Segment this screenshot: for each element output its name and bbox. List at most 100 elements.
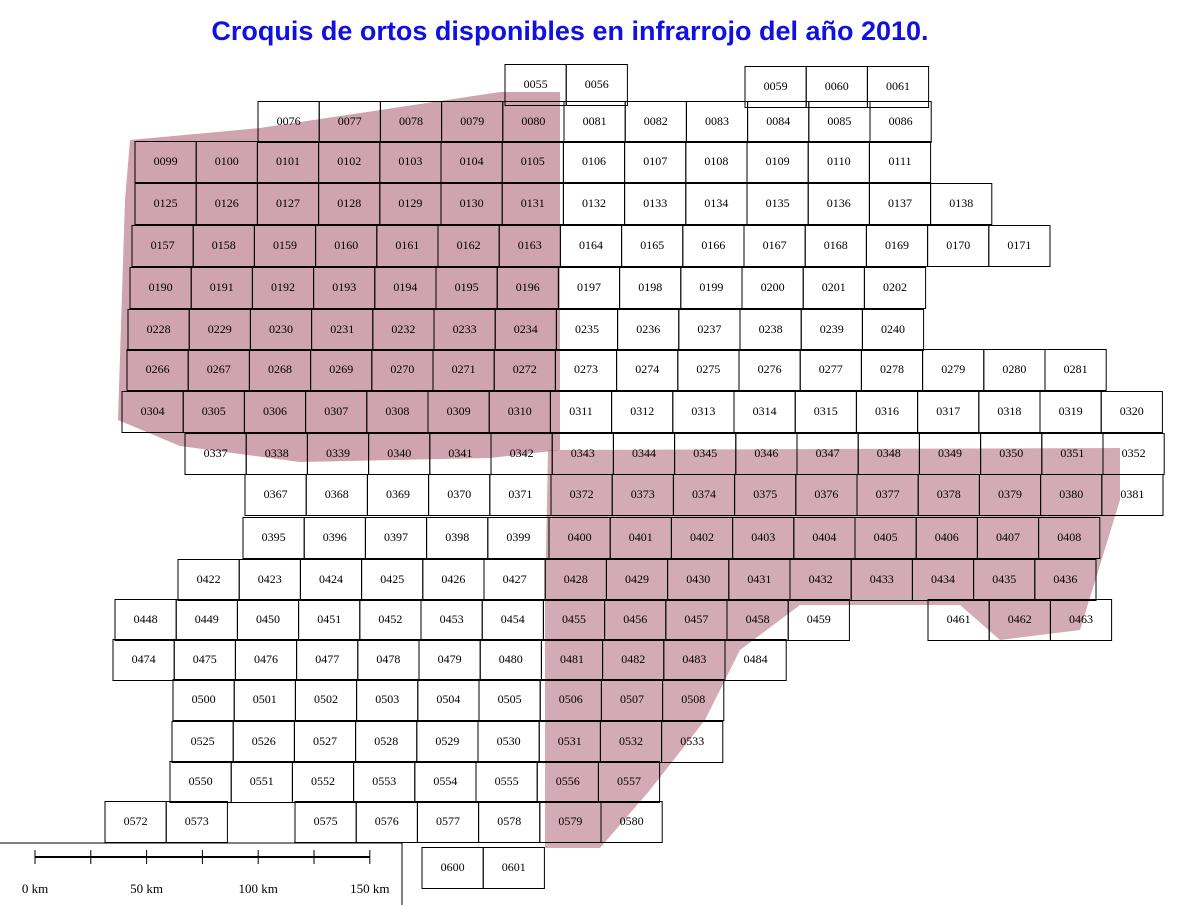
- sheet-label: 0194: [393, 280, 417, 294]
- sheet: [1101, 474, 1164, 516]
- sheet-label: 0104: [460, 154, 484, 168]
- sheet-label: 0455: [562, 612, 586, 626]
- sheet-label: 0158: [212, 238, 236, 252]
- sheet-label: 0529: [435, 734, 459, 748]
- sheet-label: 0553: [372, 774, 396, 788]
- sheet-label: 0397: [384, 530, 408, 544]
- sheet-label: 0401: [629, 530, 653, 544]
- scale-label: 100 km: [239, 881, 278, 896]
- imagery-southeast: [545, 448, 1120, 848]
- sheet-label: 0312: [630, 404, 654, 418]
- sheet-label: 0530: [497, 734, 521, 748]
- sheet-label: 0528: [374, 734, 398, 748]
- sheet-label: 0167: [763, 238, 787, 252]
- sheet-label: 0422: [197, 572, 221, 586]
- sheet: [863, 267, 927, 309]
- sheet-label: 0453: [440, 612, 464, 626]
- sheet-label: 0371: [508, 487, 532, 501]
- sheet-label: 0197: [577, 280, 601, 294]
- sheet-label: 0342: [510, 446, 534, 460]
- scale-bar: 0 km 50 km 100 km 150 km: [0, 842, 403, 905]
- sheet-label: 0195: [455, 280, 479, 294]
- sheet-label: 0381: [1120, 487, 1144, 501]
- sheet-label: 0305: [202, 404, 226, 418]
- sheet-label: 0101: [276, 154, 300, 168]
- sheet-label: 0056: [585, 77, 609, 91]
- sheet-label: 0525: [191, 734, 215, 748]
- sheet-label: 0505: [498, 692, 522, 706]
- sheet-label: 0129: [398, 196, 422, 210]
- scale-label: 50 km: [130, 881, 163, 896]
- sheet-label: 0483: [682, 652, 706, 666]
- sheet-label: 0456: [623, 612, 647, 626]
- sheet-label: 0275: [696, 362, 720, 376]
- sheet: [1044, 349, 1107, 391]
- sheet-label: 0405: [874, 530, 898, 544]
- sheet-label: 0500: [192, 692, 216, 706]
- sheet-label: 0573: [185, 814, 209, 828]
- sheet-label: 0407: [996, 530, 1020, 544]
- sheet-label: 0314: [753, 404, 777, 418]
- sheet-label: 0448: [134, 612, 158, 626]
- sheet-label: 0459: [807, 612, 831, 626]
- sheet-label: 0164: [579, 238, 603, 252]
- sheet-label: 0162: [457, 238, 481, 252]
- sheet-label: 0578: [497, 814, 521, 828]
- sheet-label: 0347: [816, 446, 840, 460]
- sheet-label: 0169: [885, 238, 909, 252]
- sheet-label: 0344: [632, 446, 656, 460]
- sheet: [662, 679, 725, 721]
- sheet-label: 0191: [210, 280, 234, 294]
- sheet-label: 0576: [375, 814, 399, 828]
- sheet-grid: 0055 0056 0059 0060 0061 0076 0077 0078 0079 0080…: [104, 64, 1165, 889]
- sheet-label: 0527: [313, 734, 337, 748]
- sheet-label: 0351: [1060, 446, 1084, 460]
- sheet-label: 0429: [625, 572, 649, 586]
- sheet-label: 0352: [1122, 446, 1146, 460]
- sheet-label: 0078: [399, 114, 423, 128]
- sheet-label: 0479: [438, 652, 462, 666]
- sheet-label: 0436: [1053, 572, 1077, 586]
- sheet-label: 0108: [704, 154, 728, 168]
- sheet: [930, 183, 993, 225]
- imagery-west: [118, 92, 560, 462]
- sheet-label: 0474: [132, 652, 156, 666]
- sheet-label: 0137: [888, 196, 912, 210]
- sheet-label: 0232: [391, 322, 415, 336]
- sheet-label: 0272: [513, 362, 537, 376]
- sheet-label: 0423: [258, 572, 282, 586]
- sheet-label: 0378: [937, 487, 961, 501]
- sheet-label: 0229: [208, 322, 232, 336]
- sheet-label: 0099: [154, 154, 178, 168]
- sheet-label: 0350: [999, 446, 1023, 460]
- sheet: [861, 309, 925, 351]
- sheet: [988, 225, 1051, 267]
- sheet-label: 0458: [746, 612, 770, 626]
- sheet-label: 0309: [447, 404, 471, 418]
- sheet-label: 0238: [759, 322, 783, 336]
- scale-label: 150 km: [350, 881, 389, 896]
- sheet-label: 0109: [766, 154, 790, 168]
- sheet-label: 0171: [1007, 238, 1031, 252]
- sheet-label: 0077: [338, 114, 362, 128]
- sheet-label: 0060: [825, 79, 849, 93]
- sheet-label: 0135: [766, 196, 790, 210]
- sheet-label: 0234: [514, 322, 538, 336]
- sheet-label: 0533: [680, 734, 704, 748]
- sheet-label: 0280: [1002, 362, 1026, 376]
- sheet-label: 0337: [204, 446, 228, 460]
- sheet-label: 0163: [518, 238, 542, 252]
- sheet-label: 0450: [256, 612, 280, 626]
- sheet-label: 0196: [516, 280, 540, 294]
- sheet-label: 0461: [947, 612, 971, 626]
- sheet-label: 0083: [705, 114, 729, 128]
- sheet-label: 0132: [582, 196, 606, 210]
- sheet-label: 0157: [151, 238, 175, 252]
- sheet-label: 0236: [636, 322, 660, 336]
- sheet-label: 0239: [820, 322, 844, 336]
- sheet-label: 0281: [1064, 362, 1088, 376]
- sheet-label: 0432: [809, 572, 833, 586]
- sheet-label: 0266: [146, 362, 170, 376]
- sheet-label: 0403: [751, 530, 775, 544]
- sheet-label: 0425: [380, 572, 404, 586]
